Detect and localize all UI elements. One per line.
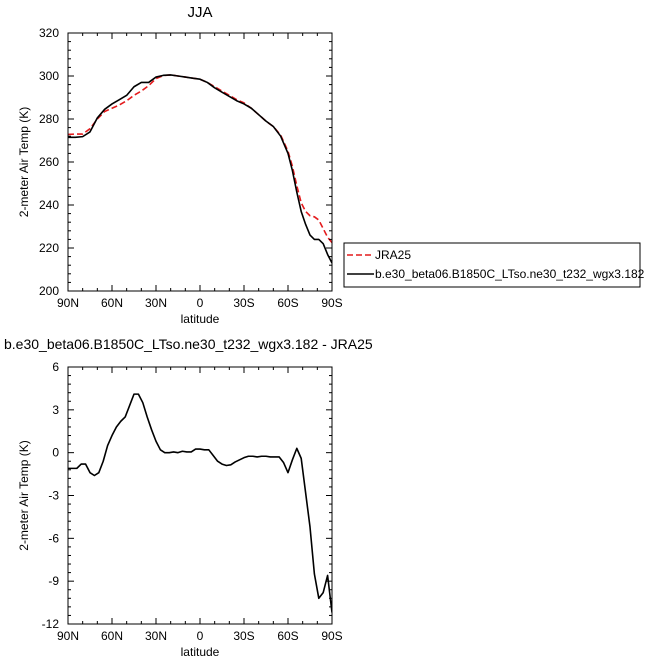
- y-tick-label: 300: [39, 69, 59, 83]
- x-tick-label: 90S: [321, 629, 342, 643]
- x-tick-label: 30N: [145, 629, 167, 643]
- y-tick-label: -9: [48, 574, 59, 588]
- legend-label-model: b.e30_beta06.B1850C_LTso.ne30_t232_wgx3.…: [375, 267, 645, 281]
- y-tick-label: -3: [48, 489, 59, 503]
- y-tick-label: 320: [39, 26, 59, 40]
- x-tick-label: 30S: [233, 296, 254, 310]
- x-tick-label: 90S: [321, 296, 342, 310]
- y-tick-label: 0: [52, 446, 59, 460]
- legend-box: [343, 242, 641, 288]
- x-tick-label: 30S: [233, 629, 254, 643]
- x-tick-label: 90N: [57, 296, 79, 310]
- y-axis-label: 2-meter Air Temp (K): [17, 107, 31, 217]
- x-tick-label: 60N: [101, 629, 123, 643]
- legend-label-jra25: JRA25: [375, 248, 411, 262]
- x-tick-label: 60S: [277, 296, 298, 310]
- series-line-jra25: [68, 74, 332, 244]
- y-tick-label: -6: [48, 531, 59, 545]
- x-tick-label: 90N: [57, 629, 79, 643]
- x-axis-label: latitude: [181, 312, 220, 326]
- y-tick-label: 220: [39, 241, 59, 255]
- x-axis-label: latitude: [181, 645, 220, 659]
- y-axis-label: 2-meter Air Temp (K): [17, 440, 31, 550]
- y-tick-label: -12: [42, 617, 60, 631]
- chart-title: JJA: [187, 4, 212, 21]
- y-tick-label: 240: [39, 198, 59, 212]
- y-tick-label: 200: [39, 284, 59, 298]
- series-line-difference: [68, 393, 332, 613]
- x-tick-label: 0: [197, 296, 204, 310]
- y-tick-label: 280: [39, 112, 59, 126]
- x-tick-label: 30N: [145, 296, 167, 310]
- x-tick-label: 0: [197, 629, 204, 643]
- legend: JRA25 b.e30_beta06.B1850C_LTso.ne30_t232_…: [343, 242, 645, 288]
- x-tick-label: 60N: [101, 296, 123, 310]
- y-tick-label: 6: [52, 360, 59, 374]
- x-tick-label: 60S: [277, 629, 298, 643]
- plot-frame: [67, 32, 333, 292]
- series-line-model: [68, 74, 332, 264]
- top-panel-jja: JJA 90N 60N 30N 0 30S 60S 90S 200 220 240 260 280 300…: [17, 4, 645, 326]
- y-tick-label: 260: [39, 155, 59, 169]
- y-tick-label: 3: [52, 403, 59, 417]
- bottom-panel-difference: b.e30_beta06.B1850C_LTso.ne30_t232_wgx3.…: [4, 336, 373, 659]
- plot-frame: [67, 366, 333, 625]
- chart-title: b.e30_beta06.B1850C_LTso.ne30_t232_wgx3.…: [4, 336, 373, 352]
